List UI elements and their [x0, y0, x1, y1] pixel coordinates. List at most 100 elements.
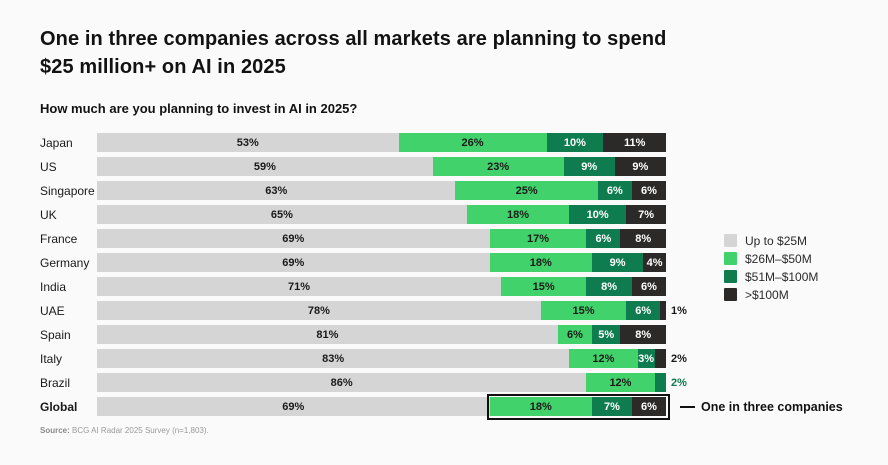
bar-segment: 9% — [614, 157, 666, 176]
outside-value-label: 2% — [671, 376, 687, 389]
segment-value-label: 18% — [529, 400, 552, 413]
bar-track: 69% 18% 9% 4% — [97, 253, 666, 272]
segment-value-label: 12% — [609, 376, 632, 389]
segment-value-label: 8% — [601, 280, 618, 293]
segment-value-label: 25% — [515, 184, 538, 197]
bar-track: 69% 18% 7% 6% — [97, 393, 670, 420]
bar-after: 1% — [671, 305, 689, 317]
title-line-2: $25 million+ on AI in 2025 — [40, 55, 286, 78]
segment-value-label: 6% — [606, 184, 623, 197]
legend-label: $51M–$100M — [745, 269, 819, 284]
bar-segment: 9% — [592, 253, 644, 272]
bar-segment: 12% — [586, 373, 655, 392]
bar-track: 78% 15% 6% — [97, 301, 666, 320]
bar-segment: 18% — [489, 253, 593, 272]
bar-segment: 8% — [620, 229, 666, 248]
segment-value-label: 78% — [307, 304, 330, 317]
bar-segment: 6% — [631, 181, 666, 200]
bar-segment: 18% — [466, 205, 570, 224]
bar-segment: 7% — [626, 205, 666, 224]
segment-value-label: 3% — [638, 352, 655, 365]
segment-value-label: 69% — [282, 400, 305, 413]
chart-row-global: Global 69% 18% 7% 6% One in three companies — [40, 393, 843, 420]
segment-value-label: 7% — [603, 400, 620, 413]
bar-segment: 81% — [97, 325, 558, 344]
chart-row-us: US 59% 23% 9% 9% — [40, 157, 840, 176]
segment-value-label: 6% — [635, 304, 652, 317]
bar-segment: 3% — [637, 349, 655, 368]
bar-segment: 25% — [455, 181, 598, 200]
bar-segment: 69% — [97, 253, 490, 272]
category-label: Global — [40, 399, 78, 414]
bar-track: 86% 12% — [97, 373, 666, 392]
segment-value-label: 83% — [322, 352, 345, 365]
chart-rows: Japan 53% 26% 10% 11% US 59% 23% 9% 9% Singapore 63… — [40, 133, 843, 420]
segment-value-label: 53% — [236, 136, 259, 149]
legend-item: >$100M — [724, 287, 818, 302]
chart-row-italy: Italy 83% 12% 3% 2% — [40, 349, 840, 368]
segment-value-label: 12% — [592, 352, 615, 365]
segment-value-label: 71% — [287, 280, 310, 293]
chart-row-brazil: Brazil 86% 12% 2% — [40, 373, 840, 392]
bar-segment: 4% — [643, 253, 666, 272]
bar-segment — [654, 373, 666, 392]
segment-value-label: 18% — [529, 256, 552, 269]
bar-track: 81% 6% 5% 8% — [97, 325, 666, 344]
bar-track: 71% 15% 8% 6% — [97, 277, 666, 296]
segment-value-label: 86% — [330, 376, 353, 389]
bar-segment: 12% — [569, 349, 638, 368]
segment-value-label: 6% — [640, 280, 657, 293]
source-label: Source: — [40, 426, 70, 435]
segment-value-label: 10% — [563, 136, 586, 149]
legend-color-chip — [724, 270, 737, 283]
bar-segment — [654, 349, 666, 368]
segment-value-label: 15% — [572, 304, 595, 317]
segment-value-label: 11% — [623, 136, 646, 149]
bar-after: 2% — [671, 377, 689, 389]
category-label: Japan — [40, 135, 73, 150]
bar-track: 59% 23% 9% 9% — [97, 157, 666, 176]
bar-segment: 63% — [97, 181, 456, 200]
bar-segment: 65% — [97, 205, 467, 224]
segment-value-label: 6% — [640, 184, 657, 197]
legend-item: $26M–$50M — [724, 251, 818, 266]
chart-subtitle: How much are you planning to invest in A… — [40, 101, 358, 116]
bar-segment: 23% — [432, 157, 564, 176]
bar-segment: 71% — [97, 277, 501, 296]
bar-segment: 69% — [97, 397, 490, 416]
bar-segment: 11% — [603, 133, 666, 152]
chart-row-singapore: Singapore 63% 25% 6% 6% — [40, 181, 840, 200]
legend-label: $26M–$50M — [745, 251, 812, 266]
legend-color-chip — [724, 252, 737, 265]
segment-value-label: 23% — [487, 160, 510, 173]
segment-value-label: 63% — [265, 184, 288, 197]
bar-track: 69% 17% 6% 8% — [97, 229, 666, 248]
bar-after: 2% — [671, 353, 689, 365]
bar-segment: 15% — [540, 301, 627, 320]
segment-value-label: 69% — [282, 256, 305, 269]
legend-color-chip — [724, 234, 737, 247]
segment-value-label: 5% — [598, 328, 615, 341]
chart-row-germany: Germany 69% 18% 9% 4% — [40, 253, 840, 272]
bar-segment: 7% — [592, 397, 632, 416]
chart-row-france: France 69% 17% 6% 8% — [40, 229, 840, 248]
stacked-bar-chart: Japan 53% 26% 10% 11% US 59% 23% 9% 9% Singapore 63… — [40, 133, 843, 421]
legend-color-chip — [724, 288, 737, 301]
legend-label: >$100M — [745, 287, 789, 302]
annotation-text: One in three companies — [701, 399, 843, 414]
segment-value-label: 6% — [566, 328, 583, 341]
chart-row-india: India 71% 15% 8% 6% — [40, 277, 840, 296]
category-label: Italy — [40, 351, 63, 366]
bar-track: 53% 26% 10% 11% — [97, 133, 666, 152]
bar-segment: 69% — [97, 229, 490, 248]
chart-row-japan: Japan 53% 26% 10% 11% — [40, 133, 840, 152]
bar-segment: 6% — [631, 397, 666, 416]
segment-value-label: 15% — [532, 280, 555, 293]
bar-segment: 53% — [97, 133, 399, 152]
bar-segment — [660, 301, 666, 320]
bar-track: 63% 25% 6% 6% — [97, 181, 666, 200]
bar-segment: 15% — [500, 277, 587, 296]
bar-segment: 86% — [97, 373, 587, 392]
category-label: UK — [40, 207, 57, 222]
